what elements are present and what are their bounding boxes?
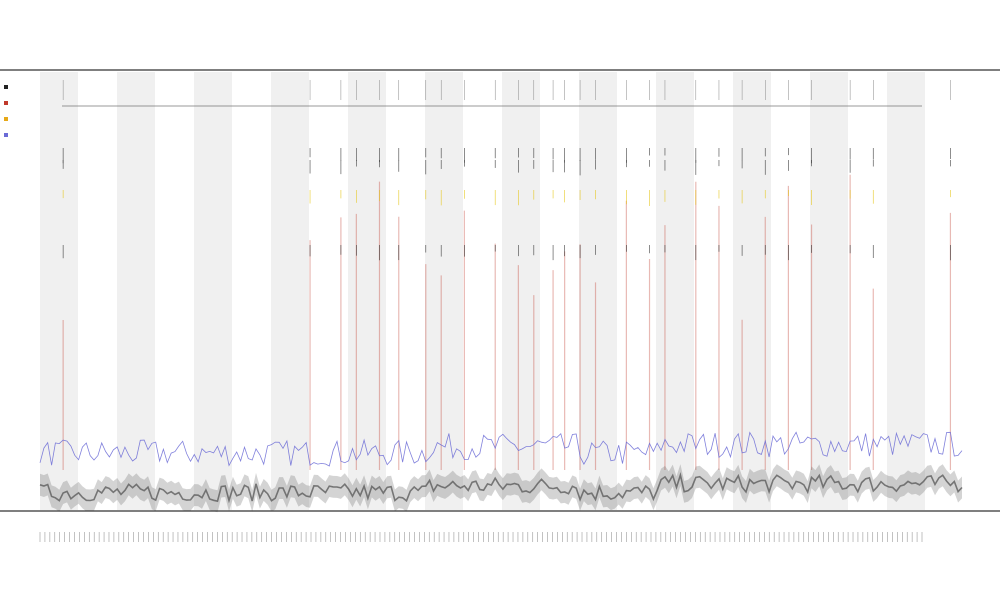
shaded-band	[271, 72, 309, 510]
shaded-band	[502, 72, 540, 510]
shaded-band	[117, 72, 155, 510]
legend-item	[4, 133, 8, 137]
spike-marks	[62, 80, 952, 470]
x-tick-labels	[39, 532, 923, 542]
series-layer	[39, 431, 963, 513]
series-line-dark	[39, 472, 963, 504]
series-band-dark	[40, 464, 962, 513]
legend-item	[4, 85, 8, 89]
shaded-band	[40, 72, 78, 510]
shaded-band	[194, 72, 232, 510]
legend-item	[4, 117, 8, 121]
shaded-band	[348, 72, 386, 510]
shaded-band	[579, 72, 617, 510]
legend	[4, 85, 8, 137]
shaded-band	[656, 72, 694, 510]
background-bands	[40, 72, 925, 510]
series-line-blue	[39, 431, 963, 467]
shaded-band	[887, 72, 925, 510]
legend-item	[4, 101, 8, 105]
shaded-band	[425, 72, 463, 510]
shaded-band	[810, 72, 848, 510]
